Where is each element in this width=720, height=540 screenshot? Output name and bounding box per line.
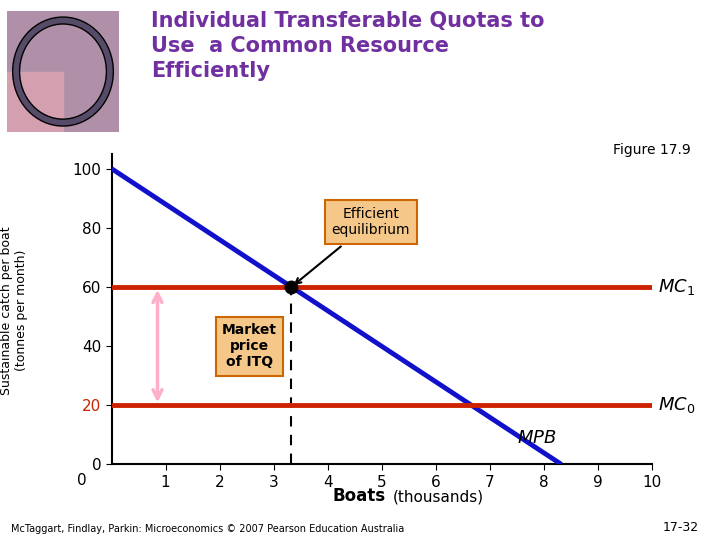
- Text: 17-32: 17-32: [662, 521, 698, 534]
- Text: (thousands): (thousands): [392, 490, 484, 505]
- Text: Individual Transferable Quotas to
Use  a Common Resource
Efficiently: Individual Transferable Quotas to Use a …: [151, 11, 545, 81]
- Text: Boats: Boats: [332, 487, 385, 505]
- Text: $MC_0$: $MC_0$: [658, 395, 696, 415]
- Text: Figure 17.9: Figure 17.9: [613, 143, 691, 157]
- Text: $MPB$: $MPB$: [517, 429, 557, 447]
- Text: Market
price
of ITQ: Market price of ITQ: [222, 323, 276, 369]
- Text: Efficient
equilibrium: Efficient equilibrium: [295, 207, 410, 284]
- Text: Sustainable catch per boat
(tonnes per month): Sustainable catch per boat (tonnes per m…: [1, 226, 28, 395]
- Text: 0: 0: [77, 473, 86, 488]
- Bar: [7, 71, 63, 132]
- Text: $MC_1$: $MC_1$: [658, 277, 695, 297]
- Text: McTaggart, Findlay, Parkin: Microeconomics © 2007 Pearson Education Australia: McTaggart, Findlay, Parkin: Microeconomi…: [11, 523, 404, 534]
